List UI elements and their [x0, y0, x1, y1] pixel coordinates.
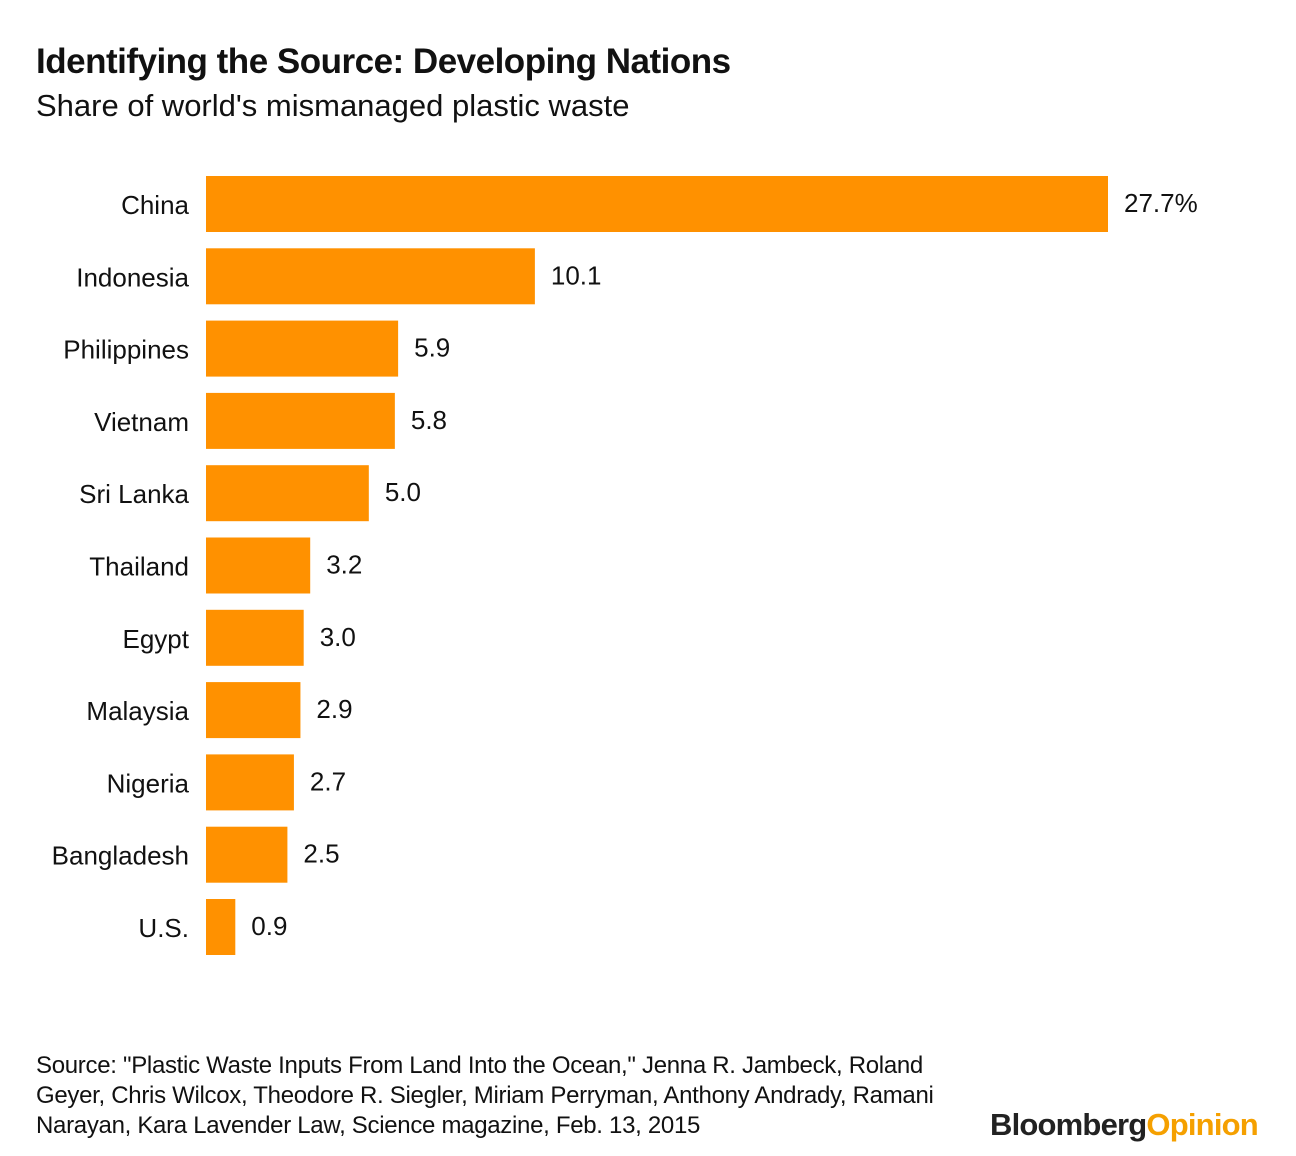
value-label: 3.0 — [320, 622, 356, 652]
category-label: Egypt — [123, 624, 190, 654]
bar-vietnam — [206, 392, 395, 449]
bar-malaysia — [206, 682, 301, 739]
category-label: Sri Lanka — [79, 479, 189, 509]
value-label: 5.9 — [414, 333, 450, 363]
value-label: 2.9 — [316, 694, 352, 724]
category-label: Thailand — [89, 552, 189, 582]
bar-philippines — [206, 320, 399, 377]
logo-bloomberg: Bloomberg — [990, 1107, 1147, 1142]
source-note: Source: "Plastic Waste Inputs From Land … — [36, 1052, 934, 1139]
value-label: 5.8 — [411, 405, 447, 435]
value-label: 3.2 — [326, 550, 362, 580]
category-label: Malaysia — [86, 696, 189, 726]
value-label: 0.9 — [251, 911, 287, 941]
category-label: Bangladesh — [52, 841, 189, 871]
bar-chart: China 27.7% Indonesia 10.1 Philippines 5.9 Vie… — [52, 176, 1198, 955]
value-label: 2.7 — [310, 766, 346, 796]
category-label: Philippines — [63, 335, 189, 365]
category-label: Indonesia — [76, 262, 189, 292]
chart-subtitle: Share of world's mismanaged plastic wast… — [36, 88, 630, 123]
logo-opinion: Opinion — [1146, 1107, 1258, 1142]
category-label: Nigeria — [107, 768, 190, 798]
bar-china — [206, 176, 1108, 232]
bloomberg-opinion-logo: BloombergOpinion — [990, 1107, 1259, 1143]
value-label: 5.0 — [385, 477, 421, 507]
bar-egypt — [206, 609, 304, 666]
value-label: 10.1 — [551, 260, 602, 290]
bar-bangladesh — [206, 826, 288, 883]
bar-indonesia — [206, 248, 535, 305]
bar-thailand — [206, 537, 311, 594]
category-label: Vietnam — [94, 407, 189, 437]
bar-nigeria — [206, 754, 294, 811]
value-label: 27.7% — [1124, 188, 1198, 218]
category-label: China — [121, 190, 189, 220]
bar-u-s- — [206, 899, 236, 955]
category-label: U.S. — [138, 913, 189, 943]
value-label: 2.5 — [303, 839, 339, 869]
bar-sri-lanka — [206, 465, 369, 522]
chart-title: Identifying the Source: Developing Natio… — [36, 42, 731, 81]
